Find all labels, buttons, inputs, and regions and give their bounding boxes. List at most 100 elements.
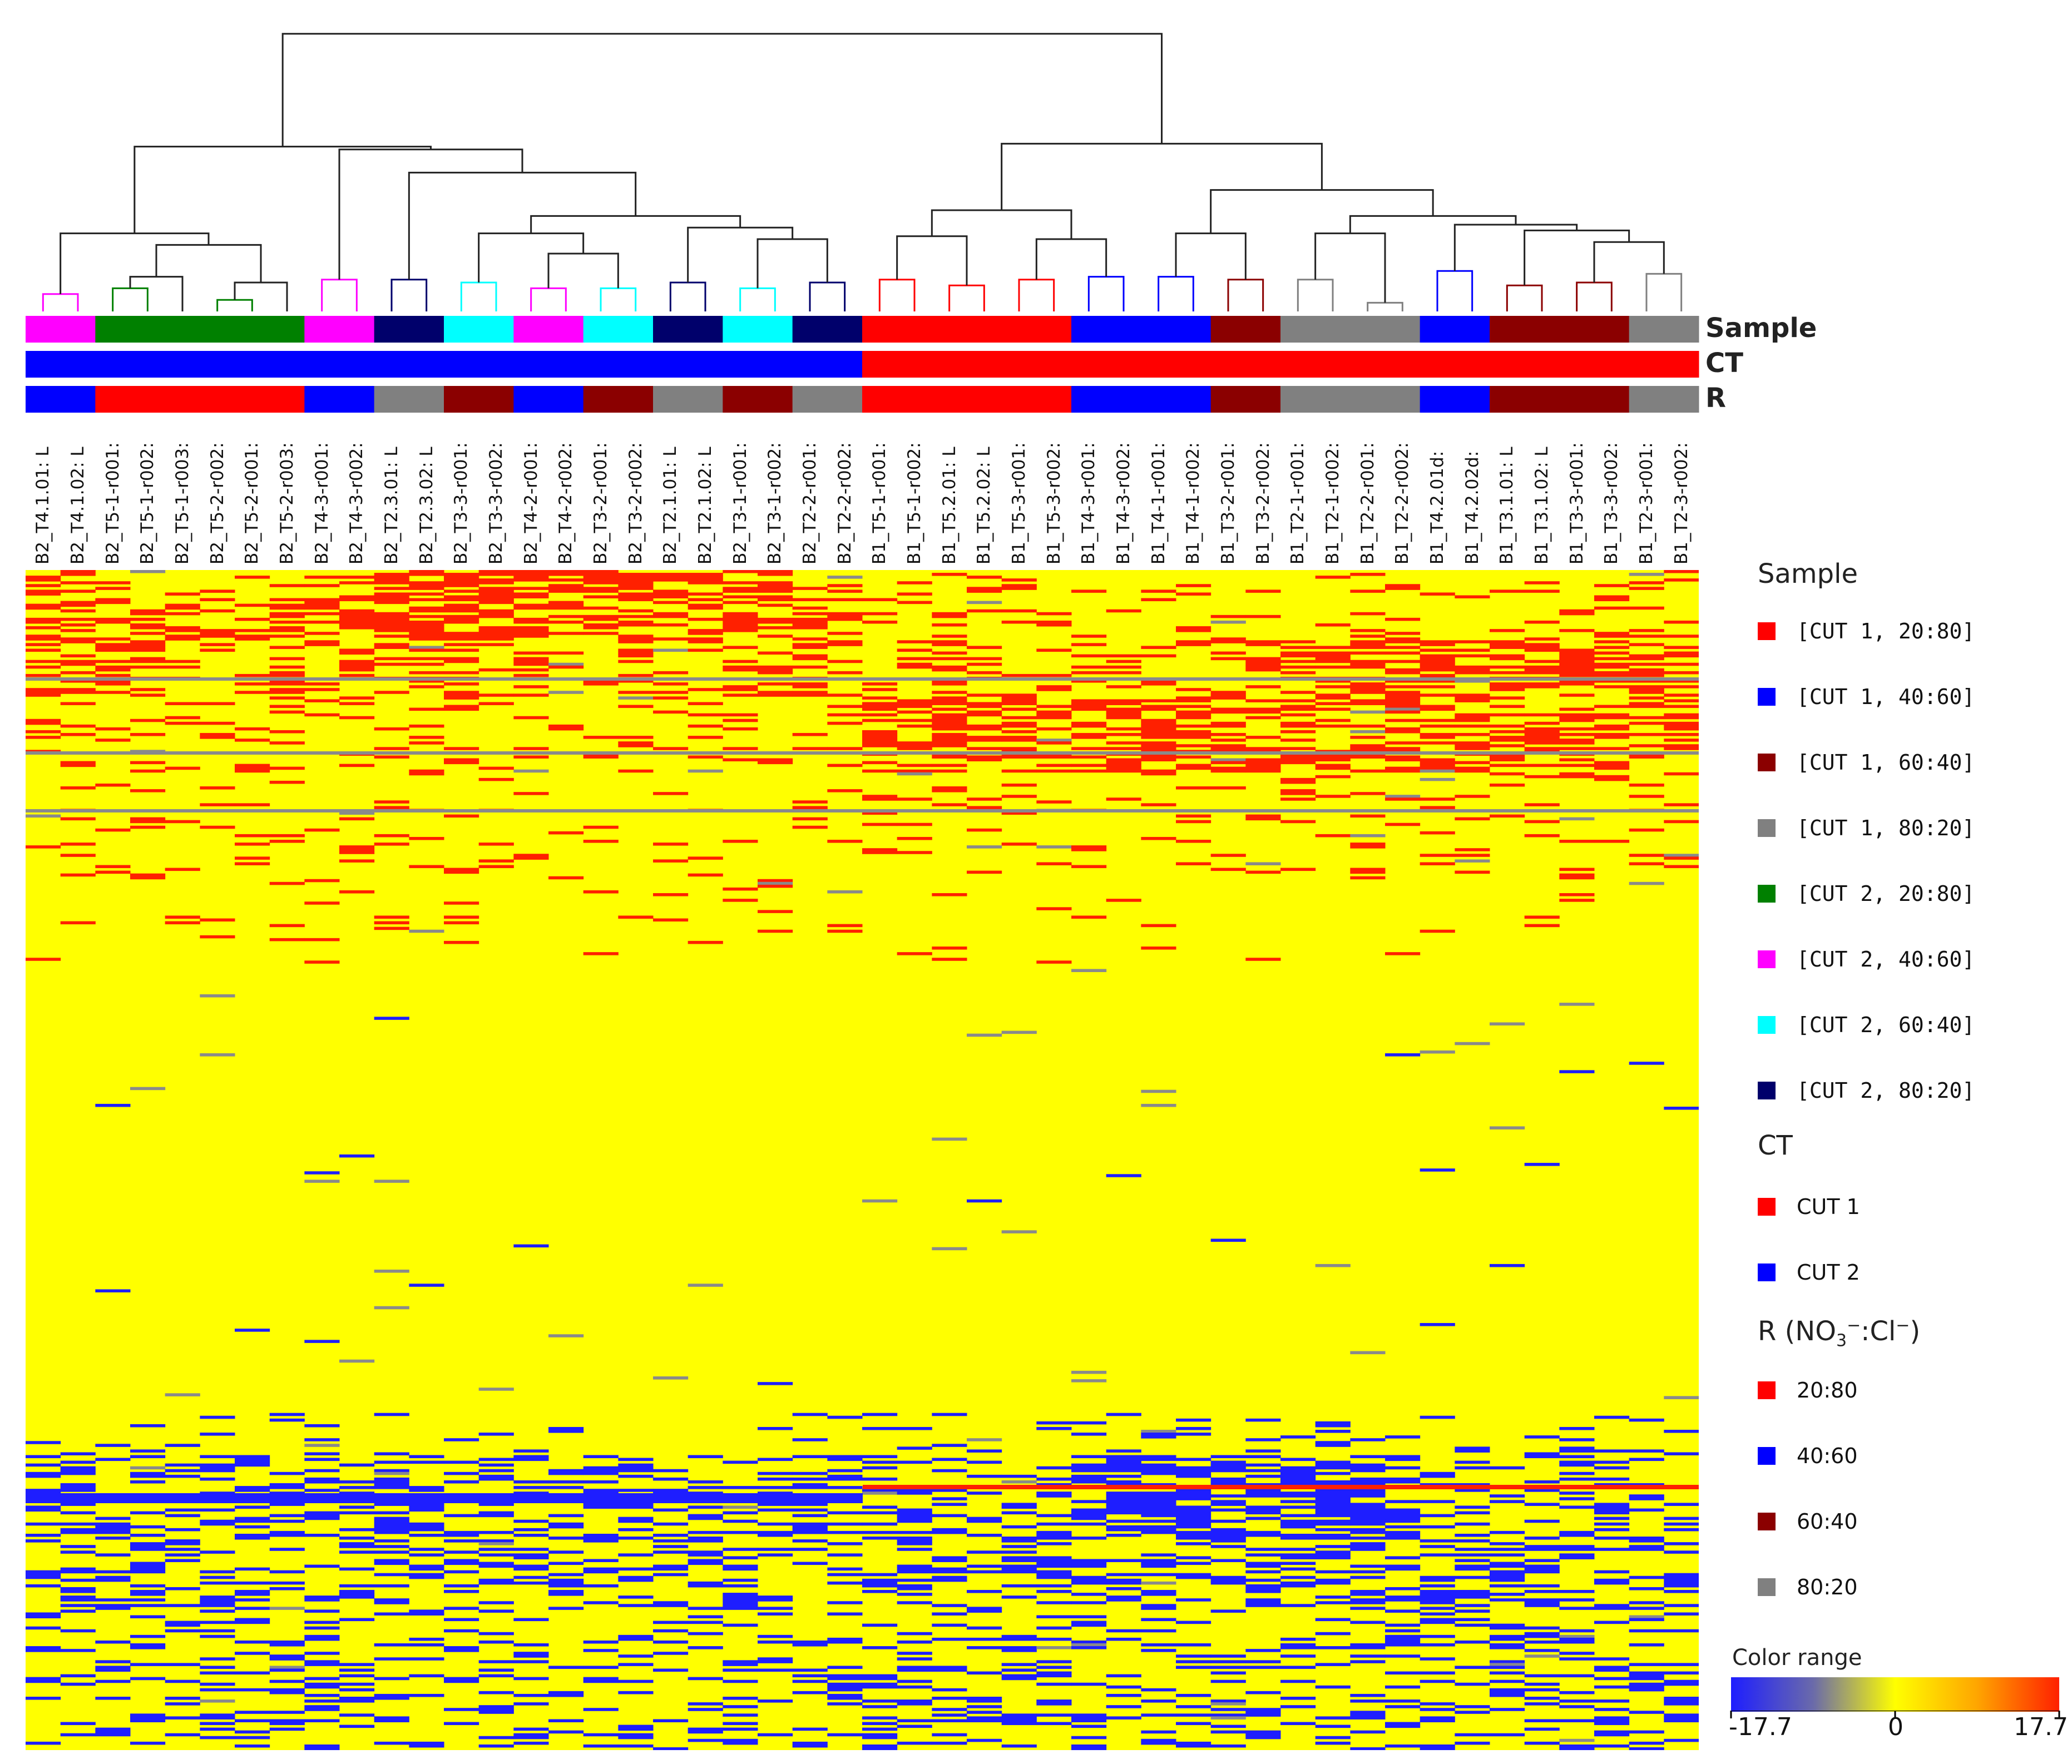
heatmap-cell [862, 1537, 898, 1540]
heatmap-cell [1245, 1708, 1281, 1711]
heatmap-cell [862, 1722, 898, 1726]
heatmap-cell [723, 1660, 758, 1663]
heatmap-blue-row [26, 1493, 863, 1503]
heatmap-cell [95, 1578, 131, 1582]
heatmap-cell [1629, 783, 1664, 787]
heatmap-cell [339, 1663, 375, 1666]
heatmap-cell [165, 702, 200, 706]
heatmap-cell [513, 1492, 549, 1495]
heatmap-cell [1385, 637, 1421, 641]
heatmap-cell [827, 1612, 863, 1616]
heatmap-cell [1524, 721, 1560, 725]
heatmap-cell [583, 1570, 619, 1574]
legend-sample-label: [CUT 2, 20:80] [1797, 881, 1975, 906]
heatmap-cell [339, 811, 375, 815]
heatmap-cell [758, 581, 793, 584]
heatmap-cell [1106, 609, 1141, 613]
heatmap-cell [723, 840, 758, 843]
heatmap-cell [897, 851, 932, 854]
heatmap-cell [967, 646, 1002, 649]
heatmap-cell [583, 1455, 619, 1459]
heatmap-cell [792, 1528, 828, 1532]
heatmap-cell [1455, 1640, 1490, 1644]
heatmap-cell [548, 1719, 584, 1722]
heatmap-cell [409, 1573, 444, 1577]
heatmap-cell [1106, 741, 1141, 745]
heatmap-cell [60, 1733, 96, 1737]
heatmap-cell [1036, 1722, 1072, 1726]
heatmap-cell [95, 1517, 131, 1520]
sample-label: B2_T3-2-r001: [591, 442, 611, 564]
heatmap-cell [1001, 1649, 1037, 1652]
heatmap-cell [1350, 1528, 1386, 1532]
heatmap-cell [897, 705, 932, 708]
heatmap-cell [1315, 665, 1351, 669]
heatmap-cell [444, 648, 479, 652]
heatmap-cell [1176, 1418, 1211, 1422]
sample-label: B1_T3.1.01: L [1497, 447, 1517, 564]
heatmap-cell [1629, 1494, 1664, 1498]
heatmap-cell [339, 1545, 375, 1548]
heatmap-cell [897, 662, 932, 666]
heatmap-cell [1594, 1716, 1630, 1720]
heatmap-cell [1280, 1537, 1316, 1540]
heatmap-cell [304, 1444, 340, 1447]
heatmap-cell [653, 710, 689, 714]
heatmap-cell [95, 668, 131, 672]
heatmap-cell [235, 1505, 270, 1509]
heatmap-cell [1490, 1575, 1525, 1579]
heatmap-cell [269, 1727, 305, 1731]
heatmap-cell [967, 758, 1002, 762]
heatmap-cell [95, 1607, 131, 1610]
heatmap-cell [1245, 1562, 1281, 1565]
heatmap-cell [513, 1736, 549, 1740]
heatmap-cell [444, 609, 479, 613]
track-r-segment-2 [304, 386, 375, 413]
heatmap-cell [932, 1733, 967, 1737]
heatmap-cell [688, 1677, 723, 1681]
track-r-segment-3 [374, 386, 444, 413]
heatmap-cell [513, 626, 549, 630]
heatmap-cell [1629, 755, 1664, 759]
heatmap-cell [235, 637, 270, 641]
legend-sample-swatch [1758, 688, 1776, 706]
heatmap-cell [409, 620, 444, 624]
heatmap-cell [1350, 1646, 1386, 1649]
heatmap-cell [95, 643, 131, 646]
heatmap-cell [1106, 1508, 1141, 1512]
heatmap-cell [1106, 1458, 1141, 1461]
heatmap-cell [235, 803, 270, 806]
heatmap-cell [339, 1511, 375, 1515]
heatmap-cell [1420, 862, 1455, 865]
heatmap-cell [792, 1471, 828, 1475]
heatmap-cell [1280, 1505, 1316, 1509]
heatmap-cell [339, 581, 375, 584]
sample-label: B1_T3-3-r002: [1601, 442, 1622, 564]
heatmap-cell [339, 660, 375, 663]
heatmap-cell [60, 691, 96, 694]
heatmap-cell [1141, 1471, 1176, 1475]
heatmap-cell [409, 657, 444, 661]
heatmap-cell [513, 657, 549, 661]
heatmap-cell [1001, 736, 1037, 739]
heatmap-cell [444, 1679, 479, 1683]
heatmap-cell [200, 635, 235, 638]
heatmap-cell [723, 1511, 758, 1515]
heatmap-cell [1490, 1660, 1525, 1663]
heatmap-cell [1001, 1567, 1037, 1571]
heatmap-cell [967, 1705, 1002, 1708]
heatmap-cell [60, 654, 96, 658]
heatmap-cell [1629, 716, 1664, 720]
heatmap-cell [1106, 1595, 1141, 1599]
track-label-sample: Sample [1705, 313, 1817, 344]
heatmap-cell [583, 617, 619, 621]
heatmap-cell [1559, 651, 1595, 655]
heatmap-cell [1106, 713, 1141, 717]
heatmap-cell [1036, 716, 1072, 720]
heatmap-cell [200, 1713, 235, 1717]
heatmap-cell [1315, 1430, 1351, 1433]
heatmap-cell [374, 921, 409, 925]
legend-sample-label: [CUT 1, 20:80] [1797, 619, 1975, 643]
heatmap-cell [1455, 1548, 1490, 1551]
heatmap-cell [1490, 1530, 1525, 1534]
